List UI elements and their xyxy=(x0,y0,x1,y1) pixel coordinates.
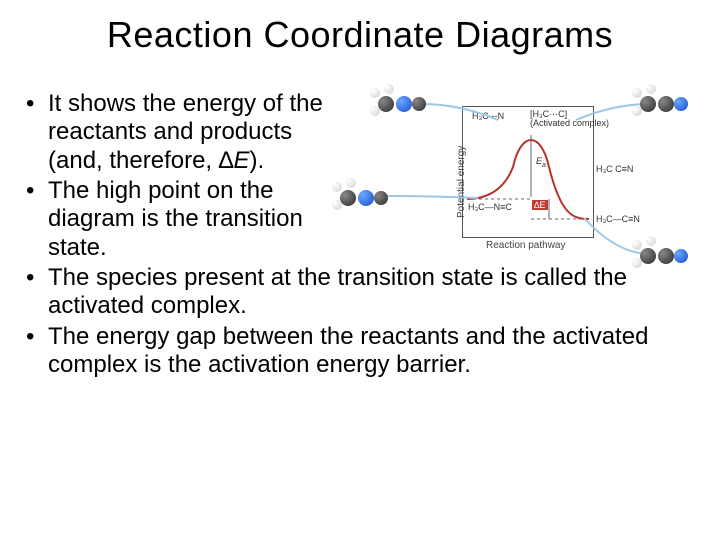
molecule-icon xyxy=(370,82,430,122)
molecule-icon xyxy=(632,234,692,274)
molecule-icon xyxy=(332,176,392,216)
bullet-item: The energy gap between the reactants and… xyxy=(24,323,696,380)
slide: Reaction Coordinate Diagrams It shows th… xyxy=(0,0,720,540)
reaction-diagram-figure: Potential energyReaction pathwayEa∆E[H₃C… xyxy=(332,86,696,286)
bullet-text: It shows the energy of the reactants and… xyxy=(48,90,338,175)
bullet-text: The high point on the diagram is the tra… xyxy=(48,177,338,262)
molecule-icon xyxy=(632,82,692,122)
slide-title: Reaction Coordinate Diagrams xyxy=(0,14,720,56)
